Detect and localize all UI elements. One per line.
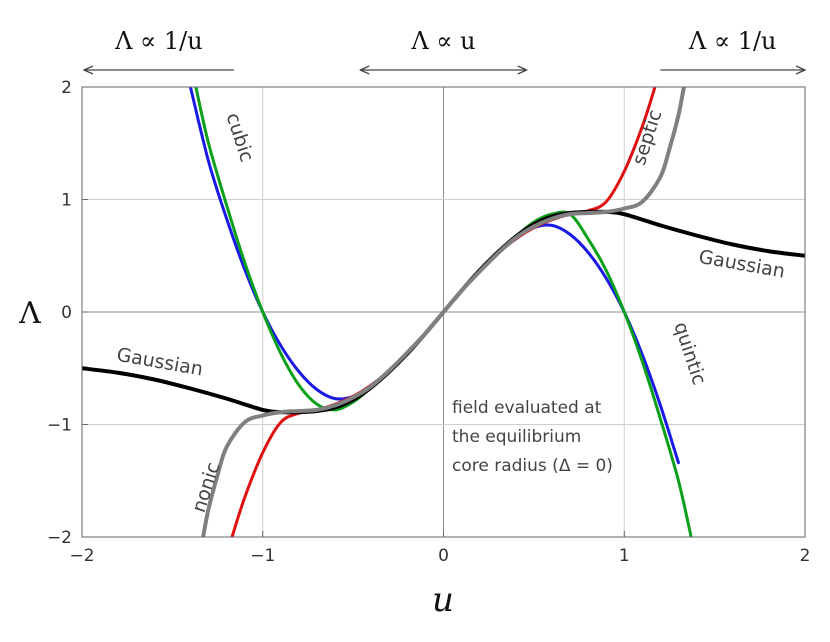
x-tick-label-2: 0	[438, 546, 449, 566]
y-tick-label-2: 0	[61, 303, 72, 323]
regime-label-0: Λ ∝ 1/u	[114, 27, 203, 55]
curve-label-cubic-0: cubic	[221, 110, 257, 165]
annotation-line-2: core radius (Δ = 0)	[452, 456, 613, 476]
regime-arrows: Λ ∝ 1/u Λ ∝ u Λ ∝ 1/u	[84, 27, 805, 70]
regime-label-2: Λ ∝ 1/u	[688, 27, 777, 55]
y-axis-label: Λ	[18, 296, 41, 331]
x-tick-label-1: −1	[250, 546, 275, 566]
series-nonic-line	[201, 87, 686, 537]
curve-label-quintic-4: quintic	[669, 319, 710, 387]
y-tick-label-3: 1	[61, 191, 72, 211]
annotation-line-1: the equilibrium	[452, 427, 581, 447]
annotation: field evaluated at the equilibrium core ra…	[452, 398, 613, 476]
y-tick-label-1: −1	[47, 416, 72, 436]
annotation-line-0: field evaluated at	[452, 398, 602, 418]
curves	[82, 87, 805, 537]
y-tick-label-4: 2	[61, 78, 72, 98]
curve-label-nonic-5: nonic	[188, 459, 225, 515]
series-cubic-line	[188, 87, 680, 465]
x-tick-label-4: 2	[800, 546, 811, 566]
curve-label-septic-1: septic	[628, 107, 666, 168]
ticks: −2 −1 0 1 2 −2 −1 0 1 2	[47, 78, 810, 566]
regime-label-1: Λ ∝ u	[410, 27, 475, 55]
x-tick-label-0: −2	[69, 546, 94, 566]
x-tick-label-3: 1	[619, 546, 630, 566]
x-axis-label: u	[432, 580, 454, 620]
y-tick-label-0: −2	[47, 528, 72, 548]
